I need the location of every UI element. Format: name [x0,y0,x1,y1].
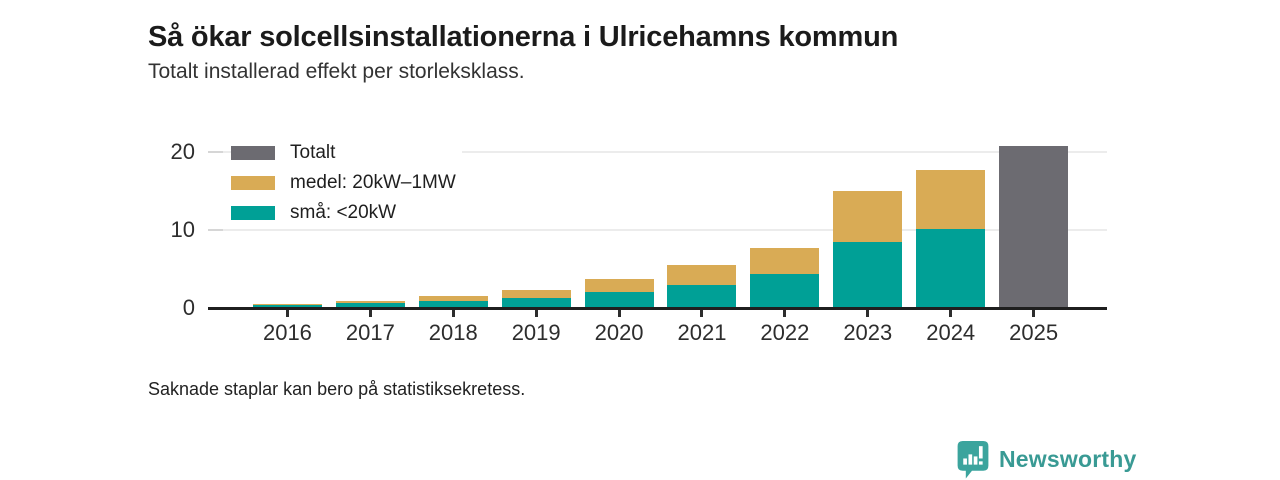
y-tick-label-10: 10 [170,216,195,242]
legend-label: Totalt [290,142,336,163]
bar-stack-2023 [833,191,903,308]
legend-label: medel: 20kW–1MW [290,172,456,193]
newsworthy-logo: Newsworthy [955,440,1136,479]
bar-segment-2023 [833,191,903,242]
x-tick-label-2024: 2024 [926,320,976,345]
newsworthy-speech-bubble-bar-chart-icon [957,441,989,479]
y-tick-label-20: 20 [170,138,195,164]
x-tick-mark-2025 [1032,310,1036,317]
bar-group-2022: 2022 [743,143,826,345]
y-tick-mark-10 [208,228,223,231]
gridline-y-20 [208,150,1107,153]
legend-swatch-icon [231,176,275,190]
page-title: Så ökar solcellsinstallationerna i Ulric… [148,21,899,54]
y-tick-mark-20 [208,150,223,153]
bar-group-2023: 2023 [826,143,909,345]
bar-segment-2017 [335,303,405,308]
x-tick-label-2017: 2017 [345,320,395,345]
legend-swatch-icon [231,146,275,160]
x-tick-label-2023: 2023 [843,320,893,345]
bar-stack-2022 [750,247,820,308]
bar-group-2017: 2017 [329,143,412,345]
x-tick-mark-2023 [866,310,870,317]
x-tick-mark-2021 [700,310,704,317]
bar-stack-2024 [916,169,986,308]
x-tick-label-2025: 2025 [1009,320,1059,345]
bar-segment-2023 [833,241,903,308]
legend-item-1: medel: 20kW–1MW [231,171,462,195]
x-tick-mark-2022 [783,310,787,317]
bar-segment-2020 [584,292,654,308]
x-tick-mark-2020 [617,310,621,317]
x-tick-mark-2016 [285,310,289,317]
bar-segment-2021 [667,284,737,308]
bar-group-2025: 2025 [992,143,1075,345]
plot-area: 2016 2017 2018 2019 2020 2021 2022 2023 2024 2025… [171,139,1107,345]
bar-segment-2022 [750,273,820,308]
legend-item-0: Totalt [231,141,462,165]
bar-stack-2021 [667,265,737,308]
x-axis-line [208,306,1107,310]
bar-stack-2025 [999,146,1069,308]
y-tick-label-0: 0 [182,295,195,320]
bar-segment-2018 [418,301,488,308]
bar-stack-2020 [584,279,654,308]
bar-segment-2022 [750,247,820,274]
x-tick-mark-2017 [368,310,372,317]
legend-swatch-icon [231,206,275,220]
bar-stack-2019 [501,290,571,308]
chart-subtitle: Totalt installerad effekt per storlekskl… [148,60,525,83]
bar-segment-2020 [584,279,654,293]
bar-group-2020: 2020 [578,143,661,345]
bar-segment-2017 [335,300,405,304]
bar-group-2024: 2024 [909,143,992,345]
bar-segment-2016 [252,304,322,306]
bar-group-2019: 2019 [495,143,578,345]
legend-item-2: små: <20kW [231,201,462,225]
legend-label: små: <20kW [290,202,397,223]
bar-segment-2018 [418,295,488,302]
bar-segment-2019 [501,297,571,308]
gridline-y-10 [208,228,1107,231]
bar-stack-2018 [418,295,488,308]
bar-segment-2021 [667,265,737,285]
x-tick-label-2018: 2018 [428,320,478,345]
bar-group-2021: 2021 [661,143,744,345]
x-tick-mark-2019 [534,310,538,317]
x-tick-mark-2018 [451,310,455,317]
bar-stack-2017 [335,300,405,308]
x-tick-label-2021: 2021 [677,320,727,345]
bar-segment-2025 [999,146,1069,308]
chart-legend: Totalt medel: 20kW–1MW små: <20kW [231,141,462,231]
x-tick-label-2020: 2020 [594,320,644,345]
x-tick-label-2019: 2019 [511,320,561,345]
bars-row: 2016 2017 2018 2019 2020 2021 2022 2023 2024 2025 [246,143,1075,345]
chart-footnote: Saknade staplar kan bero på statistiksek… [148,379,526,399]
bar-segment-2024 [916,169,986,230]
bar-group-2018: 2018 [412,143,495,345]
newsworthy-wordmark: Newsworthy [999,446,1137,472]
x-tick-label-2016: 2016 [262,320,312,345]
x-tick-label-2022: 2022 [760,320,810,345]
bar-segment-2024 [916,229,986,308]
bar-segment-2019 [501,290,571,298]
x-tick-mark-2024 [949,310,953,317]
